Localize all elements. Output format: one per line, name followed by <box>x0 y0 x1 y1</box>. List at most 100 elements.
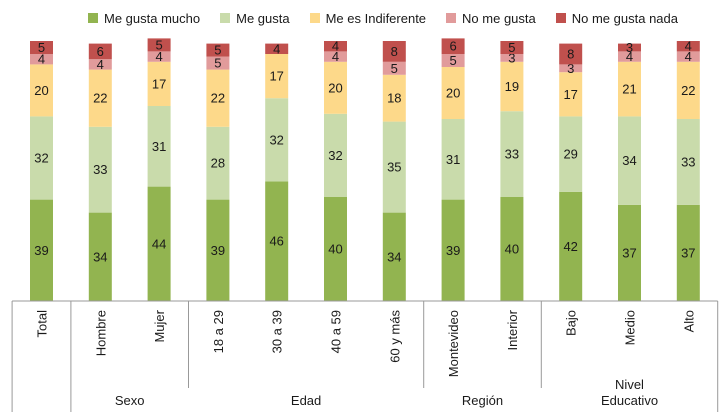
bar-segment <box>206 69 230 127</box>
legend-item: No me gusta nada <box>555 10 678 26</box>
data-label: 31 <box>446 152 460 167</box>
data-label: 34 <box>93 249 107 264</box>
bar-segment <box>676 51 700 62</box>
data-label: 22 <box>93 91 107 106</box>
bar-segment <box>500 54 524 62</box>
bar-segment <box>324 113 347 197</box>
data-label: 44 <box>152 236 166 251</box>
data-label: 17 <box>152 76 166 91</box>
data-label: 32 <box>34 151 48 166</box>
legend-label: No me gusta nada <box>571 10 678 26</box>
legend-swatch <box>309 13 320 23</box>
legend-item: Me es Indiferente <box>309 11 426 26</box>
bar-segment <box>441 54 465 67</box>
data-label: 35 <box>387 160 401 175</box>
data-label: 5 <box>214 43 221 58</box>
bar-segment <box>559 116 583 192</box>
data-label: 4 <box>332 49 339 64</box>
category-label: Alto <box>681 310 696 332</box>
category-label: 18 a 29 <box>211 310 226 353</box>
bar-segment <box>441 38 465 54</box>
data-label: 6 <box>449 39 456 54</box>
data-label: 8 <box>391 44 398 59</box>
data-label: 32 <box>328 148 342 163</box>
bar-segment <box>324 197 347 301</box>
bar-segment <box>559 72 583 117</box>
legend-item: Me gusta mucho <box>88 11 200 26</box>
bar-segment <box>30 199 53 301</box>
data-label: 37 <box>622 245 636 260</box>
data-label: 31 <box>152 139 166 154</box>
bar-segment <box>500 61 524 112</box>
data-label: 5 <box>449 53 456 68</box>
bar-segment <box>324 41 347 52</box>
legend-label: No me gusta <box>462 10 536 26</box>
data-label: 33 <box>93 162 107 177</box>
bar-segment <box>559 43 583 65</box>
legend-swatch <box>220 13 231 23</box>
bar-segment <box>500 111 524 197</box>
data-label: 33 <box>681 154 695 169</box>
bar-segment <box>441 199 465 301</box>
data-label: 4 <box>685 39 692 54</box>
bar-segment <box>324 61 347 114</box>
data-label: 40 <box>505 242 519 257</box>
group-label: Sexo <box>115 393 145 408</box>
bar-segment <box>559 64 583 73</box>
data-label: 4 <box>332 39 339 54</box>
bar-segment <box>265 181 289 301</box>
bar-segment <box>676 41 700 52</box>
bar-segment <box>88 43 112 60</box>
bar-segment <box>676 61 700 119</box>
data-label: 5 <box>214 56 221 71</box>
data-label: 39 <box>446 243 460 258</box>
data-label: 37 <box>681 245 695 260</box>
bar-segment <box>618 204 641 301</box>
legend-label: Me gusta <box>236 10 290 26</box>
data-label: 3 <box>626 40 633 55</box>
bar-segment <box>265 43 289 54</box>
bar-segment <box>88 59 112 70</box>
data-label: 20 <box>34 83 48 98</box>
data-label: 39 <box>211 243 225 258</box>
bar-segment <box>500 197 524 301</box>
data-label: 39 <box>34 243 48 258</box>
category-label: Interior <box>505 309 520 350</box>
data-label: 33 <box>505 147 519 162</box>
data-label: 20 <box>446 86 460 101</box>
bar-segment <box>88 69 112 127</box>
bar-segment <box>147 51 171 62</box>
data-label: 21 <box>622 82 636 97</box>
bar-segment <box>206 43 230 57</box>
category-label: Mujer <box>152 309 167 342</box>
data-label: 22 <box>211 91 225 106</box>
category-label: Medio <box>623 310 638 345</box>
data-label: 17 <box>269 69 283 84</box>
data-label: 28 <box>211 156 225 171</box>
data-label: 34 <box>622 153 636 168</box>
data-label: 4 <box>97 57 104 72</box>
bar-segment <box>676 119 700 205</box>
legend-item: Me gusta <box>220 10 290 26</box>
data-label: 4 <box>626 49 633 64</box>
data-label: 4 <box>685 49 692 64</box>
data-label: 20 <box>328 80 342 95</box>
bar-segment <box>88 126 112 213</box>
data-label: 34 <box>387 249 401 264</box>
bar-segment <box>30 116 53 200</box>
bar-segment <box>618 61 641 117</box>
data-label: 3 <box>567 61 574 76</box>
category-label: Montevideo <box>446 310 461 377</box>
group-label: Edad <box>291 393 321 408</box>
category-label: 30 a 39 <box>270 310 285 353</box>
bar-segment <box>441 119 465 200</box>
data-label: 18 <box>387 91 401 106</box>
bar-segment <box>147 106 171 187</box>
bar-segment <box>382 41 406 62</box>
data-label: 29 <box>563 147 577 162</box>
bar-segment <box>30 64 53 117</box>
category-label: Hombre <box>93 310 108 356</box>
bar-segment <box>88 212 112 301</box>
data-label: 42 <box>563 239 577 254</box>
data-label: 4 <box>155 49 162 64</box>
